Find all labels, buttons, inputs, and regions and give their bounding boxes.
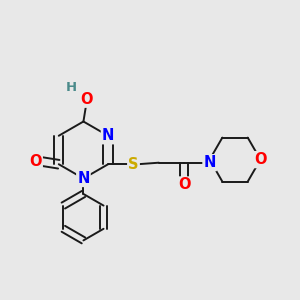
Text: O: O — [80, 92, 93, 107]
Text: H: H — [66, 81, 77, 94]
Text: S: S — [128, 157, 139, 172]
Text: O: O — [29, 154, 42, 169]
Text: N: N — [77, 171, 90, 186]
Text: O: O — [178, 178, 190, 193]
Text: N: N — [203, 155, 216, 170]
Text: O: O — [254, 152, 267, 167]
Text: N: N — [102, 128, 114, 143]
